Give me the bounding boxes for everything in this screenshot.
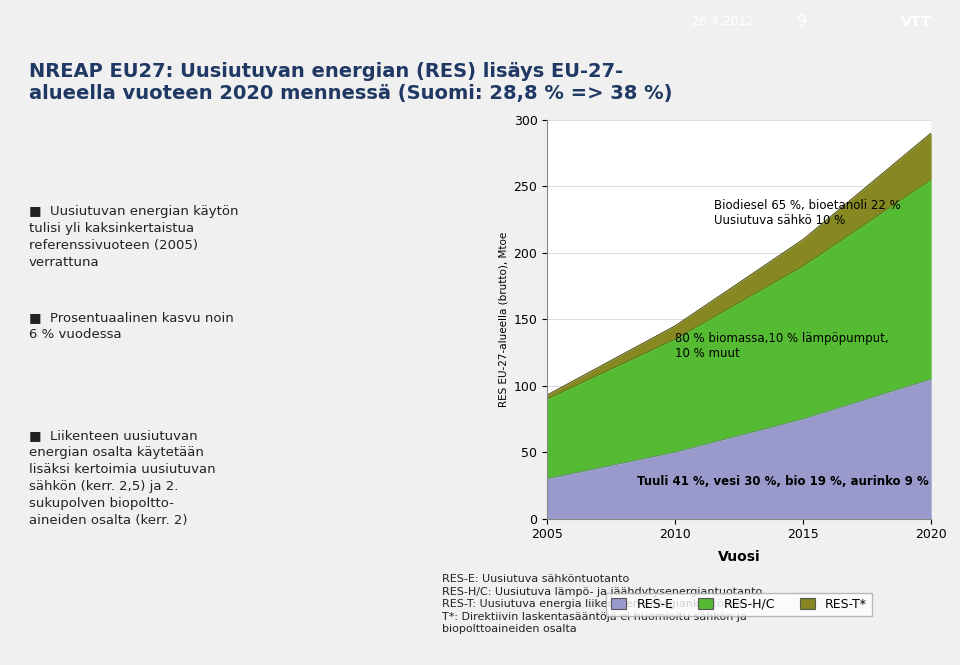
Text: 26.4.2012: 26.4.2012 xyxy=(691,15,755,28)
X-axis label: Vuosi: Vuosi xyxy=(718,550,760,564)
Text: ■  Uusiutuvan energian käytön
tulisi yli kaksinkertaistua
referenssivuoteen (200: ■ Uusiutuvan energian käytön tulisi yli … xyxy=(29,205,238,269)
Text: VTT: VTT xyxy=(900,15,931,29)
Text: 80 % biomassa,10 % lämpöpumput,
10 % muut: 80 % biomassa,10 % lämpöpumput, 10 % muu… xyxy=(675,332,889,360)
Text: ■  Prosentuaalinen kasvu noin
6 % vuodessa: ■ Prosentuaalinen kasvu noin 6 % vuodess… xyxy=(29,311,233,340)
Text: Biodiesel 65 %, bioetanoli 22 %
Uusiutuva sähkö 10 %: Biodiesel 65 %, bioetanoli 22 % Uusiutuv… xyxy=(713,199,900,227)
Y-axis label: RES EU-27-alueella (brutto), Mtoe: RES EU-27-alueella (brutto), Mtoe xyxy=(498,231,508,407)
Text: ■  Liikenteen uusiutuvan
energian osalta käytetään
lisäksi kertoimia uusiutuvan
: ■ Liikenteen uusiutuvan energian osalta … xyxy=(29,429,215,527)
Text: 9: 9 xyxy=(797,14,806,29)
Text: Tuuli 41 %, vesi 30 %, bio 19 %, aurinko 9 %: Tuuli 41 %, vesi 30 %, bio 19 %, aurinko… xyxy=(636,475,928,488)
Text: NREAP EU27: Uusiutuvan energian (RES) lisäys EU-27-
alueella vuoteen 2020 mennes: NREAP EU27: Uusiutuvan energian (RES) li… xyxy=(29,62,672,103)
Legend: RES-E, RES-H/C, RES-T*: RES-E, RES-H/C, RES-T* xyxy=(607,593,872,616)
Text: RES-E: Uusiutuva sähköntuotanto
RES-H/C: Uusiutuva lämpö- ja jäähdytysenergiantu: RES-E: Uusiutuva sähköntuotanto RES-H/C:… xyxy=(442,575,762,634)
